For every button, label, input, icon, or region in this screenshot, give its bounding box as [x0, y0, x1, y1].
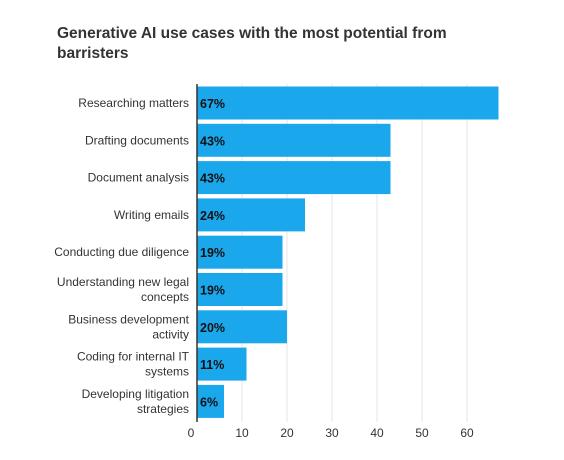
- data-label-5: 19%: [200, 246, 225, 260]
- x-tick-label-40: 40: [370, 426, 384, 440]
- bar-5: [197, 235, 283, 269]
- data-label-9: 6%: [200, 395, 218, 409]
- category-label-6-line-2: concepts: [141, 290, 189, 304]
- category-label-9-line-2: strategies: [137, 402, 189, 416]
- category-label-2: Drafting documents: [85, 133, 189, 147]
- bar-4: [197, 198, 305, 232]
- category-label-9-line-1: Developing litigation: [82, 387, 189, 401]
- category-label-3: Document analysis: [88, 171, 189, 185]
- category-label-8-line-2: systems: [145, 365, 189, 379]
- x-tick-label-30: 30: [325, 426, 339, 440]
- x-tick-label-60: 60: [460, 426, 474, 440]
- x-tick-label-20: 20: [280, 426, 294, 440]
- bar-7: [197, 310, 287, 344]
- data-label-2: 43%: [200, 134, 225, 148]
- bar-6: [197, 273, 283, 306]
- bar-9: [197, 384, 224, 418]
- chart-title: Generative AI use cases with the most po…: [57, 25, 447, 62]
- data-label-1: 67%: [200, 97, 225, 111]
- category-label-8-line-1: Coding for internal IT: [77, 350, 190, 364]
- data-label-3: 43%: [200, 172, 225, 186]
- category-label-1: Researching matters: [78, 96, 189, 110]
- category-label-6-line-1: Understanding new legal: [57, 275, 189, 289]
- category-label-7-line-1: Business development: [68, 312, 189, 326]
- category-label-5: Conducting due diligence: [54, 245, 189, 259]
- bar-2: [197, 123, 391, 157]
- category-label-7-line-2: activity: [152, 327, 189, 341]
- data-label-6: 19%: [200, 284, 225, 298]
- x-tick-label-50: 50: [415, 426, 429, 440]
- bar-3: [197, 161, 391, 195]
- data-label-8: 11%: [200, 358, 224, 372]
- bar-8: [197, 347, 247, 381]
- bar-1: [197, 86, 499, 120]
- data-label-4: 24%: [200, 209, 225, 223]
- x-tick-label-0: 0: [188, 426, 195, 440]
- x-tick-label-10: 10: [235, 426, 249, 440]
- data-label-7: 20%: [200, 321, 225, 335]
- category-label-4: Writing emails: [114, 208, 189, 222]
